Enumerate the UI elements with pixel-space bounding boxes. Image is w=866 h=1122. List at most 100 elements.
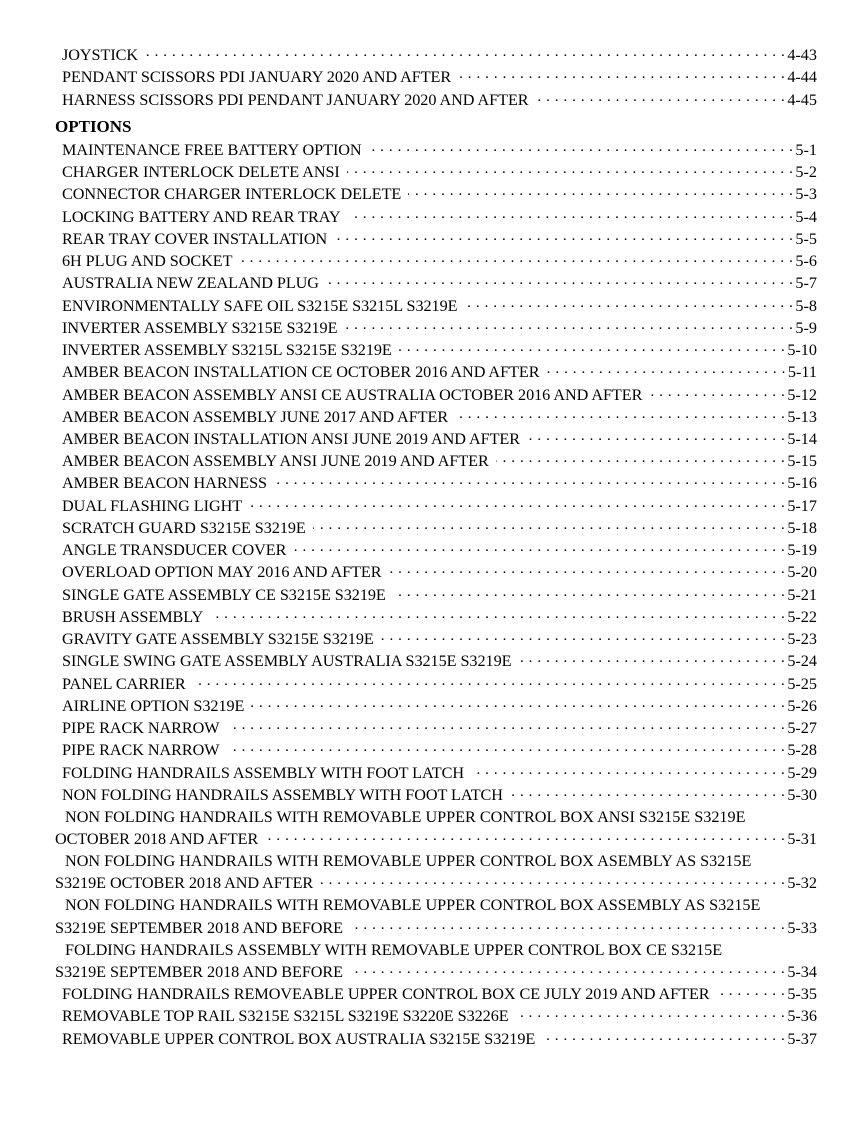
leader-dots xyxy=(518,650,785,666)
toc-entry[interactable]: INVERTER ASSEMBLY S3215E S3219E 5-9 xyxy=(0,317,866,339)
toc-entry[interactable]: ENVIRONMENTALLY SAFE OIL S3215E S3215L S… xyxy=(0,294,866,316)
toc-entry[interactable]: NON FOLDING HANDRAILS WITH REMOVABLE UPP… xyxy=(0,850,866,894)
toc-page-number: 4-44 xyxy=(787,68,817,87)
toc-entry-row: OVERLOAD OPTION MAY 2016 AND AFTER 5-20 xyxy=(62,561,817,583)
toc-entry[interactable]: 6H PLUG AND SOCKET 5-6 xyxy=(0,250,866,272)
toc-page-number: 5-34 xyxy=(787,962,817,981)
toc-entry[interactable]: SCRATCH GUARD S3215E S3219E 5-18 xyxy=(0,517,866,539)
toc-entry-row: AMBER BEACON ASSEMBLY ANSI JUNE 2019 AND… xyxy=(62,450,817,472)
toc-entry[interactable]: BRUSH ASSEMBLY 5-22 xyxy=(0,606,866,628)
toc-page-number: 4-43 xyxy=(787,46,817,65)
toc-entry-row: PIPE RACK NARROW 5-28 xyxy=(62,739,817,761)
table-of-contents: JOYSTICK 4-43 PENDANT SCISSORS PDI JANUARY… xyxy=(0,44,866,1050)
toc-entry[interactable]: AUSTRALIA NEW ZEALAND PLUG 5-7 xyxy=(0,272,866,294)
toc-entry[interactable]: MAINTENANCE FREE BATTERY OPTION 5-1 xyxy=(0,139,866,161)
leader-dots xyxy=(455,406,785,422)
leader-dots xyxy=(265,828,785,844)
toc-entry[interactable]: FOLDING HANDRAILS REMOVEABLE UPPER CONTR… xyxy=(0,983,866,1005)
toc-entry[interactable]: AIRLINE OPTION S3219E 5-26 xyxy=(0,695,866,717)
toc-entry-title: REMOVABLE TOP RAIL S3215E S3215L S3219E … xyxy=(62,1007,509,1026)
toc-entry-title: HARNESS SCISSORS PDI PENDANT JANUARY 202… xyxy=(62,90,529,109)
toc-entry-row: AUSTRALIA NEW ZEALAND PLUG 5-7 xyxy=(62,272,817,294)
toc-entry-title: SINGLE GATE ASSEMBLY CE S3215E S3219E xyxy=(62,585,386,604)
toc-entry[interactable]: GRAVITY GATE ASSEMBLY S3215E S3219E 5-23 xyxy=(0,628,866,650)
leader-dots xyxy=(510,784,785,800)
toc-entry[interactable]: NON FOLDING HANDRAILS WITH REMOVABLE UPP… xyxy=(0,806,866,850)
leader-dots xyxy=(389,561,786,577)
toc-entry-title: REAR TRAY COVER INSTALLATION xyxy=(62,229,328,248)
toc-entry-line2: OCTOBER 2018 AND AFTER 5-31 xyxy=(55,828,817,850)
toc-page-number: 5-32 xyxy=(787,874,817,893)
toc-entry[interactable]: ANGLE TRANSDUCER COVER 5-19 xyxy=(0,539,866,561)
toc-entry-title: AUSTRALIA NEW ZEALAND PLUG xyxy=(62,274,319,293)
toc-page-number: 5-15 xyxy=(787,452,817,471)
toc-page-number: 5-37 xyxy=(787,1029,817,1048)
toc-entry[interactable]: HARNESS SCISSORS PDI PENDANT JANUARY 202… xyxy=(0,88,866,110)
leader-dots xyxy=(350,916,785,933)
toc-entry[interactable]: REMOVABLE UPPER CONTROL BOX AUSTRALIA S3… xyxy=(0,1027,866,1049)
toc-entry[interactable]: AMBER BEACON INSTALLATION CE OCTOBER 201… xyxy=(0,361,866,383)
leader-dots xyxy=(145,44,785,60)
toc-entry-row: REMOVABLE TOP RAIL S3215E S3215L S3219E … xyxy=(62,1005,817,1027)
toc-entry-title: FOLDING HANDRAILS REMOVEABLE UPPER CONTR… xyxy=(62,985,710,1004)
toc-page-number: 5-20 xyxy=(787,563,817,582)
toc-entry-title: AMBER BEACON INSTALLATION ANSI JUNE 2019… xyxy=(62,429,521,448)
toc-entry[interactable]: CONNECTOR CHARGER INTERLOCK DELETE 5-3 xyxy=(0,183,866,205)
toc-entry[interactable]: AMBER BEACON HARNESS 5-16 xyxy=(0,472,866,494)
toc-page-number: 5-19 xyxy=(787,541,817,560)
toc-entry-title: CHARGER INTERLOCK DELETE ANSI xyxy=(62,163,340,182)
toc-entry[interactable]: AMBER BEACON INSTALLATION ANSI JUNE 2019… xyxy=(0,428,866,450)
toc-page-number: 5-22 xyxy=(787,607,817,626)
toc-entry[interactable]: PIPE RACK NARROW 5-28 xyxy=(0,739,866,761)
toc-page-number: 5-23 xyxy=(787,630,817,649)
toc-entry[interactable]: JOYSTICK 4-43 xyxy=(0,44,866,66)
leader-dots xyxy=(347,161,794,177)
toc-entry[interactable]: SINGLE SWING GATE ASSEMBLY AUSTRALIA S32… xyxy=(0,650,866,672)
toc-entry-title: ANGLE TRANSDUCER COVER xyxy=(62,541,287,560)
toc-entry-title-line2: OCTOBER 2018 AND AFTER xyxy=(55,830,259,849)
leader-dots xyxy=(458,66,785,82)
toc-page-number: 5-33 xyxy=(787,918,817,937)
toc-entry-title-line2: S3219E SEPTEMBER 2018 AND BEFORE xyxy=(55,918,344,937)
toc-entry-title-line1: NON FOLDING HANDRAILS WITH REMOVABLE UPP… xyxy=(65,896,761,915)
toc-entry-title-line1: NON FOLDING HANDRAILS WITH REMOVABLE UPP… xyxy=(65,807,746,826)
toc-entry[interactable]: NON FOLDING HANDRAILS WITH REMOVABLE UPP… xyxy=(0,894,866,938)
toc-entry-title: 6H PLUG AND SOCKET xyxy=(62,252,233,271)
toc-entry-row: CONNECTOR CHARGER INTERLOCK DELETE 5-3 xyxy=(62,183,817,205)
toc-entry[interactable]: SINGLE GATE ASSEMBLY CE S3215E S3219E 5-2… xyxy=(0,583,866,605)
toc-page-number: 5-30 xyxy=(787,785,817,804)
toc-page-number: 5-17 xyxy=(787,496,817,515)
toc-entry[interactable]: FOLDING HANDRAILS ASSEMBLY WITH REMOVABL… xyxy=(0,939,866,983)
toc-entry[interactable]: AMBER BEACON ASSEMBLY ANSI JUNE 2019 AND… xyxy=(0,450,866,472)
toc-page-number: 5-14 xyxy=(787,429,817,448)
toc-entry-title: INVERTER ASSEMBLY S3215L S3215E S3219E xyxy=(62,341,392,360)
toc-entry[interactable]: FOLDING HANDRAILS ASSEMBLY WITH FOOT LAT… xyxy=(0,761,866,783)
toc-entry[interactable]: OVERLOAD OPTION MAY 2016 AND AFTER 5-20 xyxy=(0,561,866,583)
toc-entry-row: REAR TRAY COVER INSTALLATION 5-5 xyxy=(62,228,817,250)
toc-entry[interactable]: PIPE RACK NARROW 5-27 xyxy=(0,717,866,739)
toc-entry-row: 6H PLUG AND SOCKET 5-6 xyxy=(62,250,817,272)
toc-entry[interactable]: LOCKING BATTERY AND REAR TRAY 5-4 xyxy=(0,205,866,227)
toc-entry[interactable]: INVERTER ASSEMBLY S3215L S3215E S3219E 5-… xyxy=(0,339,866,361)
toc-entry-row: FOLDING HANDRAILS REMOVEABLE UPPER CONTR… xyxy=(62,983,817,1005)
toc-entry[interactable]: REAR TRAY COVER INSTALLATION 5-5 xyxy=(0,228,866,250)
toc-entry[interactable]: AMBER BEACON ASSEMBLY ANSI CE AUSTRALIA … xyxy=(0,383,866,405)
toc-page-number: 5-29 xyxy=(787,763,817,782)
toc-entry[interactable]: AMBER BEACON ASSEMBLY JUNE 2017 AND AFTE… xyxy=(0,406,866,428)
toc-entry[interactable]: REMOVABLE TOP RAIL S3215E S3215L S3219E … xyxy=(0,1005,866,1027)
toc-entry[interactable]: DUAL FLASHING LIGHT 5-17 xyxy=(0,495,866,517)
toc-entry[interactable]: NON FOLDING HANDRAILS ASSEMBLY WITH FOOT… xyxy=(0,784,866,806)
leader-dots xyxy=(249,495,785,511)
toc-entry-title: SINGLE SWING GATE ASSEMBLY AUSTRALIA S32… xyxy=(62,652,512,671)
toc-entry-row: AMBER BEACON INSTALLATION ANSI JUNE 2019… xyxy=(62,428,817,450)
toc-page-number: 5-21 xyxy=(787,585,817,604)
toc-entry[interactable]: PENDANT SCISSORS PDI JANUARY 2020 AND AF… xyxy=(0,66,866,88)
toc-entry-row: SINGLE GATE ASSEMBLY CE S3215E S3219E 5-2… xyxy=(62,583,817,605)
toc-entry-row: SCRATCH GUARD S3215E S3219E 5-18 xyxy=(62,517,817,539)
toc-entry[interactable]: CHARGER INTERLOCK DELETE ANSI 5-2 xyxy=(0,161,866,183)
section-heading: OPTIONS xyxy=(55,116,132,136)
toc-entry[interactable]: PANEL CARRIER 5-25 xyxy=(0,672,866,694)
toc-entry-row: AMBER BEACON INSTALLATION CE OCTOBER 201… xyxy=(62,361,817,383)
toc-entry-title: AMBER BEACON ASSEMBLY JUNE 2017 AND AFTE… xyxy=(62,407,449,426)
leader-dots xyxy=(471,761,785,778)
